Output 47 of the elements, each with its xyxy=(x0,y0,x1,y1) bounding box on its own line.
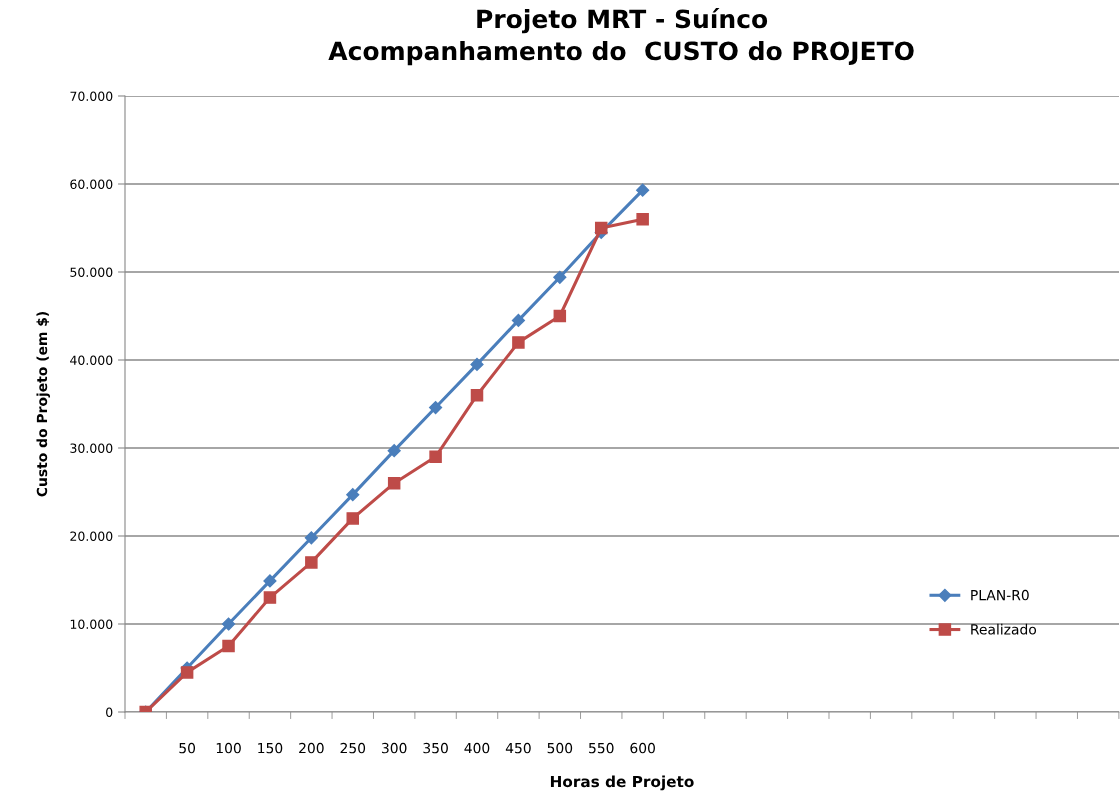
point xyxy=(263,574,277,588)
y-tick-label: 60.000 xyxy=(70,179,113,189)
point xyxy=(387,444,401,458)
x-tick-label: 500 xyxy=(547,742,573,754)
point xyxy=(636,183,650,197)
point xyxy=(553,309,567,323)
y-tick-label: 20.000 xyxy=(70,531,113,541)
y-tick-label: 40.000 xyxy=(70,355,113,365)
x-tick-label: 600 xyxy=(630,742,655,754)
point xyxy=(512,336,525,349)
point xyxy=(428,400,443,415)
point xyxy=(429,450,442,464)
point xyxy=(222,639,235,653)
x-tick-label: 450 xyxy=(505,742,531,754)
x-tick-label: 50 xyxy=(179,742,196,754)
legend-label: Realizado xyxy=(971,623,1037,635)
x-tick-label: 550 xyxy=(589,742,614,754)
x-tick-label: 200 xyxy=(299,742,324,754)
point xyxy=(346,512,360,525)
x-tick-label: 150 xyxy=(258,742,283,754)
point xyxy=(304,531,318,545)
point xyxy=(511,313,525,327)
x-tick-label: 400 xyxy=(464,742,490,754)
point xyxy=(594,221,608,235)
chart-title: Projeto MRT - Suínco Acompanhamento do CUSTO do PROJETO xyxy=(328,7,914,66)
point xyxy=(470,357,484,371)
point xyxy=(263,591,277,604)
point xyxy=(305,556,318,569)
point xyxy=(221,617,236,631)
point xyxy=(387,476,401,490)
y-tick-label: 10.000 xyxy=(70,619,113,629)
x-axis-title: Horas de Projeto xyxy=(550,775,694,791)
y-tick-label: 70.000 xyxy=(70,91,113,101)
point xyxy=(470,388,484,402)
y-axis-title: Custo do Projeto (em $) xyxy=(36,311,51,497)
point xyxy=(553,270,567,284)
point xyxy=(636,212,649,226)
x-tick-label: 300 xyxy=(381,742,407,754)
x-tick-label: 350 xyxy=(423,742,448,754)
point xyxy=(346,488,360,502)
x-tick-label: 250 xyxy=(340,742,366,754)
y-tick-label: 50.000 xyxy=(70,267,113,277)
point xyxy=(180,666,194,679)
legend-label: PLAN-R0 xyxy=(971,589,1029,601)
x-tick-label: 100 xyxy=(216,742,241,754)
y-tick-label: 0 xyxy=(106,707,113,717)
y-tick-label: 30.000 xyxy=(70,443,113,453)
